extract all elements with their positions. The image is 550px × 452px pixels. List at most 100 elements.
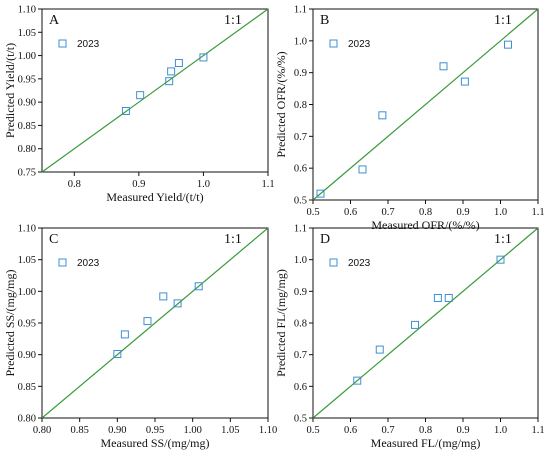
legend: 2023 [58, 39, 100, 50]
identity-line [312, 227, 539, 419]
y-axis-label: Predicted SS/(mg/mg) [3, 270, 17, 377]
data-point [113, 350, 122, 359]
data-point [167, 67, 176, 76]
y-tick-label: 0.7 [294, 132, 307, 143]
y-tick-label: 0.7 [294, 350, 307, 361]
data-point [121, 106, 130, 115]
y-axis-label: Predicted Yield/(t/t) [3, 43, 17, 138]
y-tick-label: 0.8 [294, 100, 307, 111]
x-tick-label: 1.0 [197, 179, 210, 190]
x-tick-label: 0.6 [344, 207, 357, 218]
y-tick-label: 0.85 [18, 121, 36, 132]
panel-letter: B [320, 13, 329, 28]
panel-b: 0.5 0.6 0.7 0.8 0.9 1.0 1.1 0.5 0.6 0.7 0.8 0.9 1.0 1… [274, 5, 545, 233]
panel-d: 0.5 0.6 0.7 0.8 0.9 1.0 1.1 0.5 0.6 0.7 0.8 0.9 1.0 1… [274, 224, 545, 451]
x-axis-label: Measured FL/(mg/mg) [371, 436, 481, 450]
x-axis-label: Measured Yield/(t/t) [106, 190, 203, 204]
y-tick-label: 0.85 [18, 382, 36, 393]
y-tick-label: 0.5 [294, 196, 307, 207]
x-tick-label: 0.90 [108, 425, 126, 436]
legend: 2023 [58, 258, 100, 269]
y-tick-label: 0.9 [294, 287, 307, 298]
data-point [199, 53, 208, 62]
x-tick-label: 0.8 [419, 207, 432, 218]
x-axis-label: Measured OFR/(%/%) [371, 218, 479, 232]
y-tick-label: 1.1 [294, 5, 307, 16]
data-point [433, 293, 442, 302]
y-tick-label: 1.0 [294, 255, 307, 266]
y-tick-label: 0.90 [18, 98, 36, 109]
y-tick-label: 0.6 [294, 382, 307, 393]
data-point [120, 330, 129, 339]
data-point [174, 59, 183, 68]
y-tick-label: 0.8 [294, 319, 307, 330]
x-tick-label: 0.9 [456, 207, 469, 218]
y-tick-label: 0.9 [294, 68, 307, 79]
legend-label: 2023 [348, 258, 371, 269]
x-tick-label: 0.5 [306, 207, 319, 218]
data-point [439, 62, 448, 71]
identity-line [41, 8, 269, 173]
x-tick-label: 0.9 [132, 179, 145, 190]
data-point [316, 189, 325, 198]
x-tick-label: 1.00 [183, 425, 201, 436]
y-axis-label: Predicted FL/(mg/mg) [274, 269, 288, 377]
x-tick-label: 0.7 [381, 425, 394, 436]
y-tick-label: 0.75 [18, 168, 36, 179]
x-tick-label: 0.7 [381, 207, 394, 218]
data-point [375, 345, 384, 354]
plot-frame [41, 8, 269, 173]
one-to-one-annotation: 1:1 [494, 232, 512, 247]
x-tick-label: 0.8 [419, 425, 432, 436]
panel-letter: C [49, 232, 58, 247]
data-point [159, 292, 168, 301]
x-tick-label: 0.9 [456, 425, 469, 436]
legend-label: 2023 [77, 39, 100, 50]
legend-label: 2023 [77, 258, 100, 269]
x-tick-label: 1.10 [259, 425, 277, 436]
x-tick-label: 1.0 [494, 425, 507, 436]
x-tick-label: 1.1 [531, 207, 544, 218]
panel-a: 0.8 0.9 1.0 1.1 0.75 0.80 0.85 0.90 0.95 1.00 1.05… [3, 5, 275, 205]
data-point [194, 282, 203, 291]
x-tick-label: 0.5 [306, 425, 319, 436]
y-axis-label: Predicted OFR/(%/%) [274, 51, 288, 157]
x-tick-label: 0.6 [344, 425, 357, 436]
data-point [173, 299, 182, 308]
y-tick-label: 1.05 [18, 28, 36, 39]
identity-line [312, 8, 539, 201]
y-tick-label: 0.95 [18, 74, 36, 85]
y-tick-label: 1.1 [294, 224, 307, 235]
y-tick-label: 1.00 [18, 287, 36, 298]
y-tick-label: 0.80 [18, 414, 36, 425]
data-point [460, 77, 469, 86]
x-tick-label: 0.8 [68, 179, 81, 190]
legend-marker [58, 39, 67, 48]
legend-label: 2023 [348, 39, 371, 50]
legend-marker [329, 39, 338, 48]
legend: 2023 [329, 39, 371, 50]
y-tick-label: 1.05 [18, 255, 36, 266]
one-to-one-annotation: 1:1 [224, 232, 242, 247]
data-point [378, 111, 387, 120]
x-tick-label: 1.1 [531, 425, 544, 436]
y-tick-label: 1.00 [18, 51, 36, 62]
legend-marker [58, 258, 67, 267]
legend: 2023 [329, 258, 371, 269]
panel-c: 0.80 0.85 0.90 0.95 1.00 1.05 1.10 0.80 0.85 0.90… [3, 224, 277, 451]
y-tick-label: 1.10 [18, 5, 36, 16]
data-point [504, 40, 512, 49]
data-point [353, 376, 362, 385]
panel-letter: D [320, 232, 330, 247]
identity-line [41, 227, 269, 419]
y-tick-label: 0.95 [18, 319, 36, 330]
data-point [143, 317, 152, 326]
x-tick-label: 1.1 [261, 179, 274, 190]
x-tick-label: 1.0 [494, 207, 507, 218]
data-point [136, 91, 145, 100]
y-tick-label: 1.10 [18, 224, 36, 235]
y-tick-label: 1.0 [294, 36, 307, 47]
data-point [496, 255, 505, 264]
x-tick-label: 1.05 [221, 425, 239, 436]
